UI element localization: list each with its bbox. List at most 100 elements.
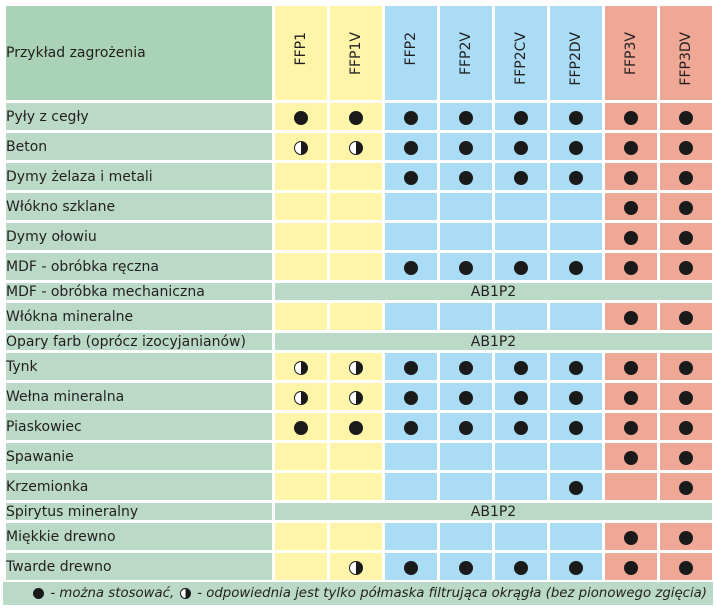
full-circle-icon (404, 390, 418, 405)
suitability-cell (550, 553, 602, 580)
suitability-cell (385, 523, 437, 550)
suitability-cell (660, 473, 712, 500)
suitability-cell (495, 413, 547, 440)
suitability-cell (440, 523, 492, 550)
full-circle-icon (569, 390, 583, 405)
suitability-cell (330, 223, 382, 250)
table-row: Dymy żelaza i metali (6, 163, 712, 190)
full-circle-icon (459, 110, 473, 125)
full-circle-icon (679, 170, 693, 185)
half-circle-icon (294, 390, 308, 405)
suitability-cell (550, 413, 602, 440)
column-label: FFP1 (293, 32, 309, 66)
suitability-cell (385, 303, 437, 330)
full-circle-icon (624, 390, 638, 405)
suitability-cell (275, 223, 327, 250)
full-circle-icon (459, 560, 473, 575)
suitability-cell (660, 353, 712, 380)
full-circle-icon (569, 480, 583, 495)
header-row: Przykład zagrożenia FFP1 FFP1V FFP2 FFP2… (6, 6, 712, 100)
table-row: Piaskowiec (6, 413, 712, 440)
suitability-cell (660, 223, 712, 250)
suitability-cell (660, 383, 712, 410)
suitability-cell (385, 413, 437, 440)
suitability-cell (440, 253, 492, 280)
suitability-cell (660, 163, 712, 190)
legend: - można stosować, - odpowiednia jest tyl… (3, 582, 713, 605)
full-circle-icon (404, 170, 418, 185)
table-row: Dymy ołowiu (6, 223, 712, 250)
full-circle-icon (404, 260, 418, 275)
full-circle-icon (514, 260, 528, 275)
suitability-cell (385, 353, 437, 380)
suitability-cell (275, 553, 327, 580)
suitability-cell (275, 383, 327, 410)
table-row: Włókno szklane (6, 193, 712, 220)
suitability-cell (495, 223, 547, 250)
hazard-label: Miękkie drewno (6, 523, 272, 550)
suitability-cell (660, 103, 712, 130)
hazard-table: Przykład zagrożenia FFP1 FFP1V FFP2 FFP2… (3, 3, 715, 583)
full-circle-icon (33, 588, 45, 599)
suitability-cell (385, 223, 437, 250)
suitability-cell (275, 353, 327, 380)
suitability-cell (495, 193, 547, 220)
suitability-cell (660, 413, 712, 440)
suitability-cell (440, 353, 492, 380)
suitability-cell (330, 413, 382, 440)
suitability-cell (275, 133, 327, 160)
suitability-cell (660, 253, 712, 280)
hazard-label: Tynk (6, 353, 272, 380)
suitability-cell (495, 303, 547, 330)
full-circle-icon (569, 360, 583, 375)
full-circle-icon (459, 260, 473, 275)
table-row: Beton (6, 133, 712, 160)
suitability-cell (495, 353, 547, 380)
header-ffp1: FFP1 (275, 6, 327, 100)
suitability-cell (385, 553, 437, 580)
hazard-label: Krzemionka (6, 473, 272, 500)
header-ffp2cv: FFP2CV (495, 6, 547, 100)
suitability-cell (330, 383, 382, 410)
suitability-cell (550, 303, 602, 330)
full-circle-icon (404, 360, 418, 375)
hazard-label: Spirytus mineralny (6, 503, 272, 520)
suitability-cell (440, 413, 492, 440)
full-circle-icon (679, 450, 693, 465)
filter-type-span: AB1P2 (275, 283, 712, 300)
header-ffp2v: FFP2V (440, 6, 492, 100)
suitability-cell (605, 523, 657, 550)
column-label: FFP2 (403, 32, 419, 66)
hazard-label: Wełna mineralna (6, 383, 272, 410)
suitability-cell (660, 303, 712, 330)
suitability-cell (605, 443, 657, 470)
table-row: Miękkie drewno (6, 523, 712, 550)
full-circle-icon (679, 200, 693, 215)
full-circle-icon (514, 360, 528, 375)
full-circle-icon (624, 450, 638, 465)
suitability-cell (330, 303, 382, 330)
hazard-label: Dymy ołowiu (6, 223, 272, 250)
suitability-cell (385, 133, 437, 160)
table-row: Krzemionka (6, 473, 712, 500)
header-ffp3v: FFP3V (605, 6, 657, 100)
suitability-cell (660, 553, 712, 580)
suitability-cell (275, 413, 327, 440)
suitability-cell (440, 553, 492, 580)
suitability-cell (550, 163, 602, 190)
full-circle-icon (624, 170, 638, 185)
suitability-cell (605, 133, 657, 160)
suitability-cell (495, 523, 547, 550)
suitability-cell (660, 523, 712, 550)
table-row: Pyły z cegły (6, 103, 712, 130)
suitability-cell (605, 553, 657, 580)
suitability-cell (550, 133, 602, 160)
suitability-cell (440, 133, 492, 160)
header-ffp3dv: FFP3DV (660, 6, 712, 100)
full-circle-icon (569, 260, 583, 275)
hazard-label: Włókno szklane (6, 193, 272, 220)
suitability-cell (550, 523, 602, 550)
full-circle-icon (514, 140, 528, 155)
table-row: Włókna mineralne (6, 303, 712, 330)
